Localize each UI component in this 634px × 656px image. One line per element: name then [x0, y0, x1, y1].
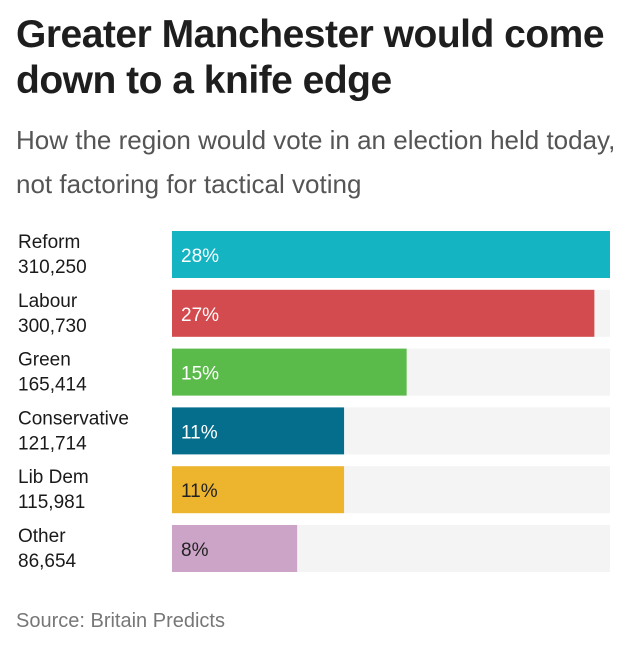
votes-label: 300,730	[18, 316, 87, 337]
value-label: 27%	[181, 305, 219, 326]
votes-label: 121,714	[18, 433, 87, 454]
votes-label: 115,981	[18, 492, 85, 513]
category-label: Green	[18, 350, 71, 371]
category-label: Other	[18, 526, 66, 547]
category-label: Conservative	[18, 408, 129, 429]
category-label: Reform	[18, 232, 80, 253]
bar-reform	[172, 231, 610, 278]
bar-labour	[172, 289, 595, 337]
value-label: 11%	[181, 422, 218, 443]
bar-lib-dem	[172, 466, 345, 514]
value-label: 11%	[181, 481, 218, 502]
votes-label: 86,654	[18, 551, 77, 572]
chart-title: Greater Manchester would come down to a …	[16, 13, 605, 102]
category-label: Lib Dem	[18, 467, 89, 488]
source-note: Source: Britain Predicts	[16, 610, 225, 632]
value-label: 28%	[181, 246, 219, 267]
votes-label: 310,250	[18, 257, 87, 278]
bar-conservative	[172, 407, 345, 455]
bar-green	[172, 348, 407, 396]
votes-label: 165,414	[18, 375, 87, 396]
value-label: 15%	[181, 364, 219, 385]
chart-subtitle: How the region would vote in an election…	[16, 125, 616, 199]
value-label: 8%	[181, 540, 209, 561]
category-label: Labour	[18, 291, 78, 312]
bar-other	[172, 525, 298, 572]
